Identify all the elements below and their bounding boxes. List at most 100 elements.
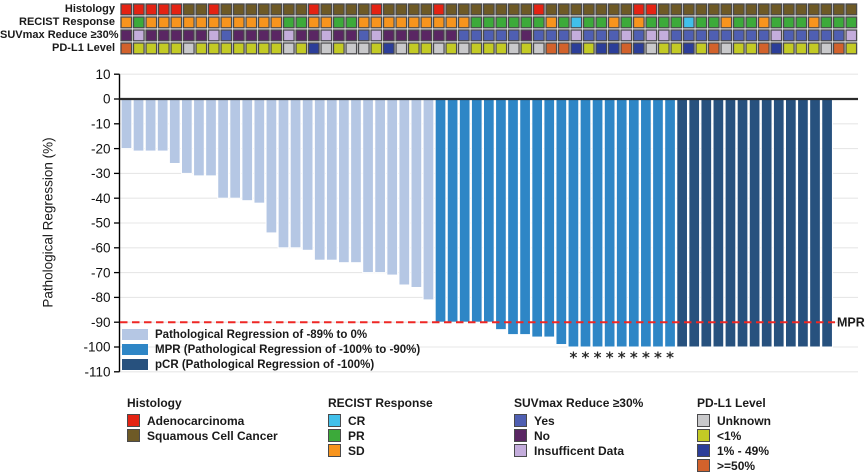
y-tick-label: -30 — [91, 166, 111, 181]
track-cell-pdl1 — [707, 42, 720, 55]
track-cell-histology — [732, 3, 745, 16]
legend-row-label: Pathological Regression of -89% to 0% — [155, 328, 368, 341]
asterisk-marker: * — [654, 349, 662, 367]
track-cell-suvmax — [757, 29, 770, 42]
track-cell-recist — [520, 16, 533, 29]
track-cell-recist — [420, 16, 433, 29]
track-cell-recist — [670, 16, 683, 29]
track-cell-histology — [745, 3, 758, 16]
track-cell-suvmax — [245, 29, 258, 42]
bar-column-20 — [350, 98, 362, 264]
legend-item-label: Yes — [534, 413, 555, 428]
legend-row-pcr: pCR (Pathological Regression of -100%) — [122, 357, 420, 372]
track-cell-pdl1 — [557, 42, 570, 55]
track-cell-suvmax — [470, 29, 483, 42]
track-cell-histology — [570, 3, 583, 16]
y-tick-label: -70 — [91, 265, 111, 280]
track-cell-pdl1 — [182, 42, 195, 55]
bar-class-legend: Pathological Regression of -89% to 0% MP… — [122, 327, 420, 372]
bar-column-28 — [446, 98, 459, 323]
track-cell-pdl1 — [157, 42, 170, 55]
track-cell-suvmax — [157, 29, 170, 42]
track-cell-suvmax — [220, 29, 233, 42]
y-tick-label: -20 — [91, 141, 111, 156]
track-cell-histology — [832, 3, 845, 16]
track-cell-recist — [132, 16, 145, 29]
track-cell-suvmax — [670, 29, 683, 42]
legend-group-title: RECIST Response — [328, 396, 433, 410]
track-cell-histology — [820, 3, 833, 16]
track-cell-recist — [120, 16, 133, 29]
track-cell-histology — [670, 3, 683, 16]
bar-column-25 — [410, 98, 423, 288]
orange-swatch — [328, 444, 341, 457]
track-cell-suvmax — [620, 29, 633, 42]
track-label-suvmax: SUVmax Reduce ≥30% — [0, 29, 119, 41]
track-cell-recist — [557, 16, 570, 29]
legend-item: PR — [328, 428, 433, 443]
track-cell-suvmax — [232, 29, 245, 42]
track-cell-pdl1 — [582, 42, 595, 55]
track-cell-histology — [245, 3, 258, 16]
bar-column-56 — [785, 98, 797, 348]
track-cell-suvmax — [132, 29, 145, 42]
legend-item-label: SD — [348, 443, 365, 458]
track-cell-pdl1 — [257, 42, 270, 55]
cyan-swatch — [328, 414, 341, 427]
track-cell-suvmax — [520, 29, 533, 42]
track-cell-histology — [495, 3, 508, 16]
y-tick-label: -110 — [84, 365, 110, 380]
legend-item-label: Insufficent Data — [534, 443, 625, 458]
track-cell-histology — [545, 3, 558, 16]
y-tick-label: -60 — [91, 241, 111, 256]
legend-item: Insufficent Data — [514, 443, 643, 458]
track-cell-recist — [620, 16, 633, 29]
bar-column-22 — [374, 98, 386, 274]
track-cell-suvmax — [682, 29, 695, 42]
track-cell-histology — [232, 3, 245, 16]
track-cell-recist — [507, 16, 520, 29]
legend-row-mpr: MPR (Pathological Regression of -100% to… — [122, 342, 420, 357]
track-cell-histology — [682, 3, 695, 16]
track-cell-pdl1 — [432, 42, 445, 55]
bar-column-8 — [205, 98, 217, 177]
legend-row-label: pCR (Pathological Regression of -100%) — [155, 358, 375, 371]
track-cell-pdl1 — [457, 42, 470, 55]
bar-column-10 — [229, 98, 242, 199]
track-cell-pdl1 — [807, 42, 820, 55]
track-cell-suvmax — [257, 29, 270, 42]
bar-column-5 — [168, 98, 181, 164]
track-cell-pdl1 — [195, 42, 208, 55]
track-cell-histology — [607, 3, 620, 16]
track-cell-recist — [207, 16, 220, 29]
legend-group-recist-response: RECIST Response CR PR SD — [328, 396, 433, 458]
track-cell-pdl1 — [307, 42, 320, 55]
track-cell-suvmax — [207, 29, 220, 42]
track-cell-pdl1 — [532, 42, 545, 55]
bar-column-49 — [700, 98, 713, 348]
track-cell-suvmax — [345, 29, 358, 42]
track-cell-recist — [457, 16, 470, 29]
bar-column-48 — [688, 98, 701, 348]
track-cell-recist — [157, 16, 170, 29]
track-cell-pdl1 — [357, 42, 370, 55]
bar-column-7 — [193, 98, 205, 177]
track-cell-pdl1 — [820, 42, 833, 55]
track-cell-histology — [632, 3, 645, 16]
track-cell-suvmax — [507, 29, 520, 42]
bar-column-38 — [567, 98, 580, 348]
orangered-swatch — [697, 459, 710, 472]
track-cell-recist — [370, 16, 383, 29]
bar-column-12 — [253, 98, 266, 204]
track-cell-histology — [345, 3, 358, 16]
track-cell-histology — [382, 3, 395, 16]
track-cell-suvmax — [607, 29, 620, 42]
track-cell-recist — [770, 16, 783, 29]
asterisk-marker: * — [569, 349, 577, 367]
track-cell-recist — [795, 16, 808, 29]
track-cell-pdl1 — [620, 42, 633, 55]
bar-column-29 — [458, 98, 471, 323]
bar-column-54 — [760, 98, 773, 348]
asterisk-marker: * — [582, 349, 590, 367]
bar-column-15 — [289, 98, 302, 249]
